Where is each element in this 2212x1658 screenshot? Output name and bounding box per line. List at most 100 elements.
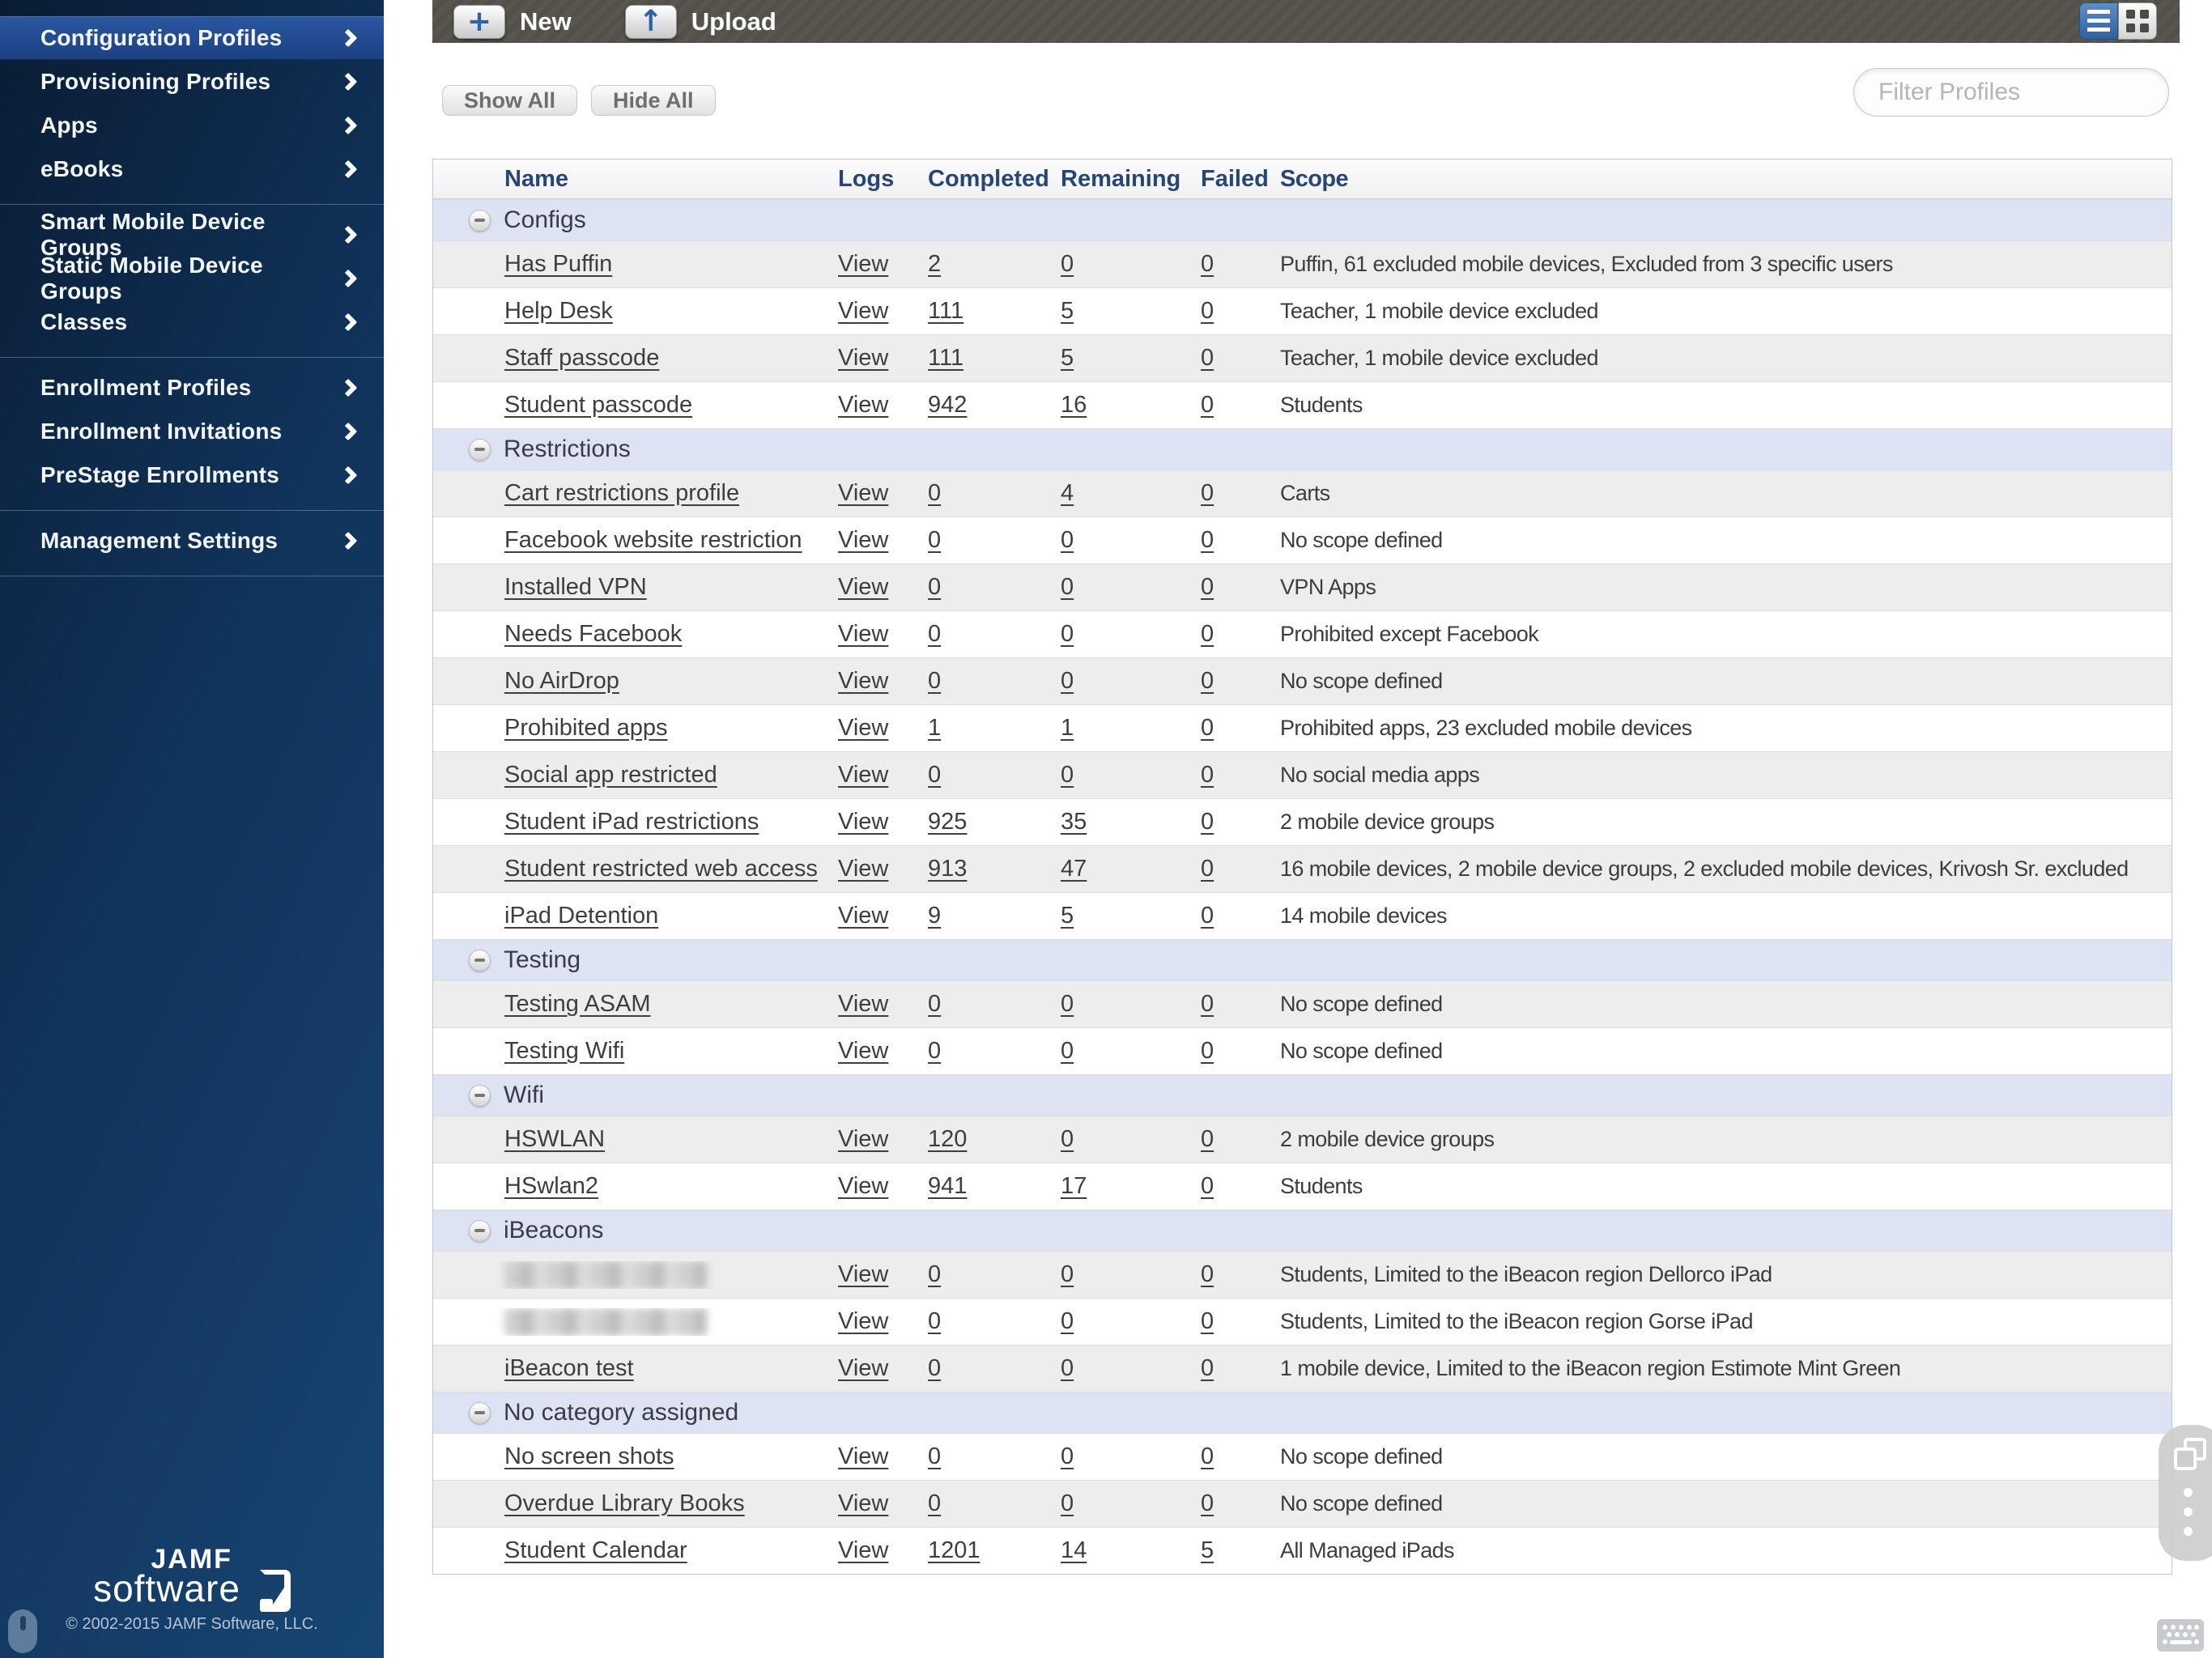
completed-count-link[interactable]: 0 bbox=[928, 621, 942, 647]
view-logs-link[interactable]: View bbox=[838, 991, 889, 1017]
failed-count-link[interactable]: 0 bbox=[1201, 1126, 1214, 1152]
failed-count-link[interactable]: 0 bbox=[1201, 668, 1214, 694]
profile-name-link[interactable]: iPad Detention bbox=[504, 903, 659, 929]
completed-count-link[interactable]: 1 bbox=[928, 715, 942, 741]
profile-name-link[interactable]: Facebook website restriction bbox=[504, 527, 802, 553]
collapse-group-icon[interactable] bbox=[469, 1401, 491, 1424]
profile-name-link[interactable]: Student restricted web access bbox=[504, 856, 818, 882]
completed-count-link[interactable]: 0 bbox=[928, 1308, 942, 1334]
profile-name-link[interactable]: No screen shots bbox=[504, 1443, 674, 1469]
remaining-count-link[interactable]: 0 bbox=[1061, 1355, 1074, 1381]
view-logs-link[interactable]: View bbox=[838, 1308, 889, 1334]
collapse-group-icon[interactable] bbox=[469, 438, 491, 461]
view-logs-link[interactable]: View bbox=[838, 527, 889, 553]
profile-name-link[interactable]: Testing Wifi bbox=[504, 1038, 625, 1064]
view-logs-link[interactable]: View bbox=[838, 856, 889, 882]
completed-count-link[interactable]: 0 bbox=[928, 527, 942, 553]
list-view-button[interactable] bbox=[2079, 2, 2118, 40]
completed-count-link[interactable]: 111 bbox=[928, 298, 964, 324]
failed-count-link[interactable]: 0 bbox=[1201, 345, 1214, 371]
failed-count-link[interactable]: 0 bbox=[1201, 392, 1214, 418]
failed-count-link[interactable]: 0 bbox=[1201, 621, 1214, 647]
sidebar-item-smart-mobile-device-groups[interactable]: Smart Mobile Device Groups bbox=[0, 209, 384, 260]
view-logs-link[interactable]: View bbox=[838, 1443, 889, 1469]
remaining-count-link[interactable]: 17 bbox=[1061, 1173, 1087, 1199]
profile-name-link[interactable]: Testing ASAM bbox=[504, 991, 651, 1017]
remaining-count-link[interactable]: 0 bbox=[1061, 668, 1074, 694]
sidebar-item-classes[interactable]: Classes bbox=[0, 300, 384, 344]
floating-side-panel[interactable] bbox=[2159, 1425, 2212, 1561]
view-logs-link[interactable]: View bbox=[838, 1173, 889, 1199]
completed-count-link[interactable]: 9 bbox=[928, 903, 942, 929]
failed-count-link[interactable]: 0 bbox=[1201, 1355, 1214, 1381]
remaining-count-link[interactable]: 5 bbox=[1061, 903, 1074, 929]
failed-count-link[interactable]: 0 bbox=[1201, 527, 1214, 553]
view-logs-link[interactable]: View bbox=[838, 1355, 889, 1381]
profile-name-link[interactable]: Overdue Library Books bbox=[504, 1490, 745, 1516]
collapse-group-icon[interactable] bbox=[469, 1084, 491, 1107]
sidebar-item-enrollment-profiles[interactable]: Enrollment Profiles bbox=[0, 366, 384, 410]
failed-count-link[interactable]: 0 bbox=[1201, 251, 1214, 277]
view-logs-link[interactable]: View bbox=[838, 1261, 889, 1287]
failed-count-link[interactable]: 0 bbox=[1201, 1443, 1214, 1469]
remaining-count-link[interactable]: 0 bbox=[1061, 1490, 1074, 1516]
sidebar-item-prestage-enrollments[interactable]: PreStage Enrollments bbox=[0, 453, 384, 497]
completed-count-link[interactable]: 0 bbox=[928, 762, 942, 788]
new-button[interactable]: + New bbox=[453, 4, 604, 39]
remaining-count-link[interactable]: 0 bbox=[1061, 251, 1074, 277]
failed-count-link[interactable]: 0 bbox=[1201, 298, 1214, 324]
completed-count-link[interactable]: 0 bbox=[928, 1355, 942, 1381]
profile-name-link[interactable]: Cart restrictions profile bbox=[504, 480, 740, 506]
collapse-group-icon[interactable] bbox=[469, 1219, 491, 1242]
failed-count-link[interactable]: 0 bbox=[1201, 991, 1214, 1017]
failed-count-link[interactable]: 0 bbox=[1201, 1173, 1214, 1199]
grid-view-button[interactable] bbox=[2118, 2, 2157, 40]
profile-name-link[interactable]: HSWLAN bbox=[504, 1126, 606, 1152]
remaining-count-link[interactable]: 0 bbox=[1061, 1308, 1074, 1334]
completed-count-link[interactable]: 120 bbox=[928, 1126, 968, 1152]
failed-count-link[interactable]: 5 bbox=[1201, 1537, 1214, 1563]
profile-name-link[interactable]: Needs Facebook bbox=[504, 621, 683, 647]
completed-count-link[interactable]: 913 bbox=[928, 856, 968, 882]
completed-count-link[interactable]: 0 bbox=[928, 668, 942, 694]
failed-count-link[interactable]: 0 bbox=[1201, 480, 1214, 506]
remaining-count-link[interactable]: 0 bbox=[1061, 621, 1074, 647]
profile-name-link[interactable]: HSwlan2 bbox=[504, 1173, 599, 1199]
completed-count-link[interactable]: 0 bbox=[928, 574, 942, 600]
profile-name-link[interactable]: iBeacon test bbox=[504, 1355, 634, 1381]
remaining-count-link[interactable]: 1 bbox=[1061, 715, 1074, 741]
failed-count-link[interactable]: 0 bbox=[1201, 856, 1214, 882]
remaining-count-link[interactable]: 0 bbox=[1061, 1126, 1074, 1152]
view-logs-link[interactable]: View bbox=[838, 251, 889, 277]
profile-name-link[interactable]: Installed VPN bbox=[504, 574, 647, 600]
profile-name-link[interactable]: Student Calendar bbox=[504, 1537, 687, 1563]
failed-count-link[interactable]: 0 bbox=[1201, 574, 1214, 600]
remaining-count-link[interactable]: 4 bbox=[1061, 480, 1074, 506]
failed-count-link[interactable]: 0 bbox=[1201, 809, 1214, 835]
profile-name-link[interactable]: Student passcode bbox=[504, 392, 693, 418]
view-logs-link[interactable]: View bbox=[838, 1126, 889, 1152]
failed-count-link[interactable]: 0 bbox=[1201, 715, 1214, 741]
pages-icon[interactable] bbox=[2174, 1438, 2206, 1470]
remaining-count-link[interactable]: 0 bbox=[1061, 1261, 1074, 1287]
view-logs-link[interactable]: View bbox=[838, 1038, 889, 1064]
completed-count-link[interactable]: 942 bbox=[928, 392, 968, 418]
profile-name-link[interactable]: Prohibited apps bbox=[504, 715, 668, 741]
show-all-button[interactable]: Show All bbox=[442, 85, 577, 116]
view-logs-link[interactable]: View bbox=[838, 621, 889, 647]
remaining-count-link[interactable]: 0 bbox=[1061, 762, 1074, 788]
view-logs-link[interactable]: View bbox=[838, 345, 889, 371]
remaining-count-link[interactable]: 16 bbox=[1061, 392, 1087, 418]
profile-name-link[interactable]: No AirDrop bbox=[504, 668, 619, 694]
failed-count-link[interactable]: 0 bbox=[1201, 1261, 1214, 1287]
view-logs-link[interactable]: View bbox=[838, 298, 889, 324]
keyboard-icon[interactable] bbox=[2157, 1619, 2204, 1652]
completed-count-link[interactable]: 0 bbox=[928, 1038, 942, 1064]
profile-name-link[interactable]: Has Puffin bbox=[504, 251, 613, 277]
view-logs-link[interactable]: View bbox=[838, 903, 889, 929]
hide-all-button[interactable]: Hide All bbox=[591, 85, 716, 116]
remaining-count-link[interactable]: 14 bbox=[1061, 1537, 1087, 1563]
sidebar-item-static-mobile-device-groups[interactable]: Static Mobile Device Groups bbox=[0, 253, 384, 304]
remaining-count-link[interactable]: 5 bbox=[1061, 298, 1074, 324]
completed-count-link[interactable]: 111 bbox=[928, 345, 964, 371]
